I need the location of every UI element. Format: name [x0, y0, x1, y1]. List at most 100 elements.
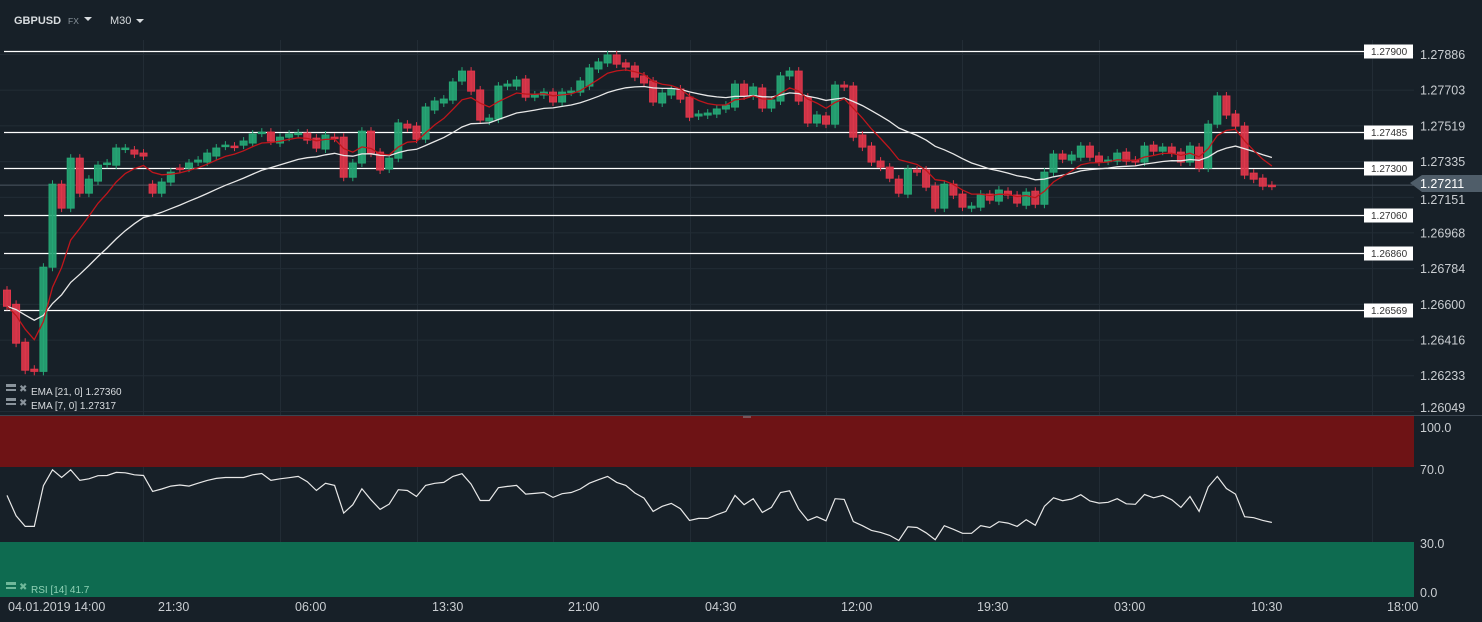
- time-label: 21:30: [158, 600, 189, 614]
- candle-down: [985, 193, 994, 201]
- candle-up: [812, 114, 821, 124]
- candle-up: [166, 171, 175, 183]
- candle-down: [1231, 113, 1240, 127]
- candle-up: [558, 91, 567, 103]
- timeframe-label[interactable]: M30: [110, 15, 131, 27]
- level-label: 1.26860: [1371, 249, 1408, 260]
- candle-down: [913, 169, 921, 173]
- candle-up: [385, 157, 394, 170]
- candle-down: [794, 70, 803, 102]
- price-tick-label: 1.27703: [1420, 84, 1465, 98]
- candle-up: [394, 122, 403, 159]
- settings-icon[interactable]: [6, 384, 16, 387]
- candle-up: [721, 104, 730, 110]
- market-chevron-down-icon[interactable]: [84, 17, 92, 21]
- price-tick-label: 1.26049: [1420, 401, 1465, 415]
- price-tick-label: 1.26416: [1420, 334, 1465, 348]
- level-label-box[interactable]: [1364, 44, 1413, 59]
- candle-up: [940, 183, 949, 209]
- grid: [0, 40, 1414, 597]
- candle-up: [967, 205, 976, 209]
- candle-down: [230, 145, 239, 149]
- candle-up: [994, 189, 1003, 202]
- candle-down: [649, 80, 658, 103]
- candle-down: [621, 62, 630, 68]
- candle-up: [1213, 95, 1222, 125]
- rsi-axis: 100.0 70.0 30.0 0.0: [1420, 421, 1451, 600]
- rsi-oversold-zone: [0, 542, 1414, 597]
- rsi-line: [6, 468, 1273, 542]
- candle-up: [731, 83, 739, 108]
- candle-down: [822, 115, 830, 125]
- candle-down: [1240, 125, 1249, 176]
- level-label: 1.27485: [1371, 128, 1408, 139]
- rsi-label: RSI [14] 41.7: [31, 585, 90, 596]
- candle-up: [294, 132, 303, 136]
- ema-7-label: EMA [7, 0] 1.27317: [31, 401, 116, 412]
- timeframe-chevron-down-icon[interactable]: [136, 19, 144, 23]
- price-tick-label: 1.26600: [1420, 298, 1465, 312]
- candle-down: [958, 193, 967, 208]
- candles: [3, 50, 1276, 376]
- settings-icon[interactable]: [6, 582, 16, 585]
- time-label: 03:00: [1114, 600, 1145, 614]
- candle-up: [903, 168, 912, 195]
- ema-21-legend[interactable]: ✖ EMA [21, 0] 1.27360: [6, 384, 122, 398]
- candle-down: [803, 96, 812, 124]
- symbol-label[interactable]: GBPUSD: [14, 15, 61, 27]
- candle-up: [448, 81, 457, 101]
- candle-down: [894, 178, 903, 194]
- candle-down: [521, 78, 530, 98]
- time-label: 19:30: [977, 600, 1008, 614]
- candle-up: [585, 67, 594, 87]
- candle-up: [94, 164, 102, 182]
- candle-down: [75, 157, 84, 194]
- level-label-box[interactable]: [1364, 208, 1413, 223]
- remove-x-icon[interactable]: ✖: [19, 582, 27, 593]
- remove-x-icon[interactable]: ✖: [19, 398, 27, 409]
- level-label-box[interactable]: [1364, 303, 1413, 318]
- price-tick-label: 1.26968: [1420, 226, 1465, 240]
- price-tick-label: 1.26233: [1420, 369, 1465, 383]
- candle-down: [12, 303, 21, 344]
- price-tick-label: 1.27335: [1420, 155, 1465, 169]
- level-label-box[interactable]: [1364, 125, 1413, 140]
- candle-up: [1049, 153, 1058, 173]
- candle-up: [1076, 145, 1085, 158]
- candle-up: [239, 140, 248, 146]
- candle-up: [203, 152, 212, 163]
- candle-down: [1249, 172, 1258, 180]
- candle-down: [867, 145, 876, 163]
- candle-down: [840, 84, 849, 88]
- rsi-legend[interactable]: ✖ RSI [14] 41.7: [6, 582, 90, 596]
- remove-x-icon[interactable]: ✖: [19, 384, 27, 395]
- current-price-label: 1.27211: [1420, 177, 1464, 191]
- candle-up: [594, 61, 603, 70]
- candle-down: [1222, 95, 1231, 116]
- price-axis[interactable]: 1.27886 1.27703 1.27519 1.27335 1.27151 1.269…: [1420, 48, 1465, 415]
- candle-down: [1149, 144, 1158, 152]
- candle-down: [467, 70, 476, 92]
- current-price-tag: [1410, 175, 1482, 192]
- candle-down: [403, 123, 412, 129]
- ema-21-line: [6, 85, 1273, 321]
- candle-down: [21, 341, 30, 371]
- level-label-box[interactable]: [1364, 246, 1413, 261]
- settings-icon[interactable]: [6, 398, 16, 401]
- candle-down: [412, 125, 421, 140]
- level-label-box[interactable]: [1364, 161, 1413, 176]
- ema-7-legend[interactable]: ✖ EMA [7, 0] 1.27317: [6, 398, 116, 412]
- candle-down: [1085, 145, 1094, 158]
- candle-up: [503, 83, 512, 87]
- horizontal-levels[interactable]: 1.27900 1.27485 1.27300 1.27060 1.26860 1.265…: [4, 44, 1413, 318]
- time-axis[interactable]: 04.01.2019 14:00 21:30 06:00 13:30 21:00 04:3…: [8, 600, 1418, 614]
- candle-up: [1140, 145, 1149, 163]
- level-label: 1.27300: [1371, 164, 1408, 175]
- candle-up: [348, 162, 357, 178]
- market-label[interactable]: FX: [68, 16, 79, 26]
- candle-up: [976, 193, 985, 208]
- candle-up: [576, 80, 585, 93]
- candle-down: [312, 137, 321, 149]
- candle-up: [530, 94, 539, 98]
